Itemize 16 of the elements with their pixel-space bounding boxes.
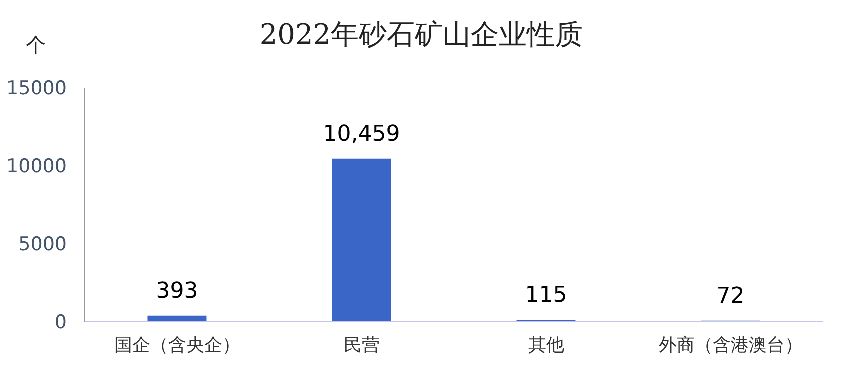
data-label: 115 (525, 283, 568, 308)
y-tick-label: 0 (54, 312, 67, 334)
x-tick-label: 民营 (344, 334, 380, 356)
chart-title: 2022年砂石矿山企业性质 (260, 18, 584, 51)
data-label: 10,459 (323, 122, 400, 147)
y-tick-label: 5000 (18, 234, 67, 256)
x-tick-label: 其他 (528, 334, 564, 356)
y-axis-title: 个 (26, 32, 46, 59)
data-label: 393 (156, 278, 198, 304)
bar (148, 316, 207, 322)
bar (332, 158, 392, 322)
x-tick-label: 国企（含央企） (114, 334, 240, 356)
data-label: 72 (716, 284, 745, 309)
y-tick-label: 10000 (6, 156, 67, 178)
x-tick-label: 外商（含港澳台） (658, 334, 803, 356)
y-tick-label: 15000 (6, 78, 67, 100)
